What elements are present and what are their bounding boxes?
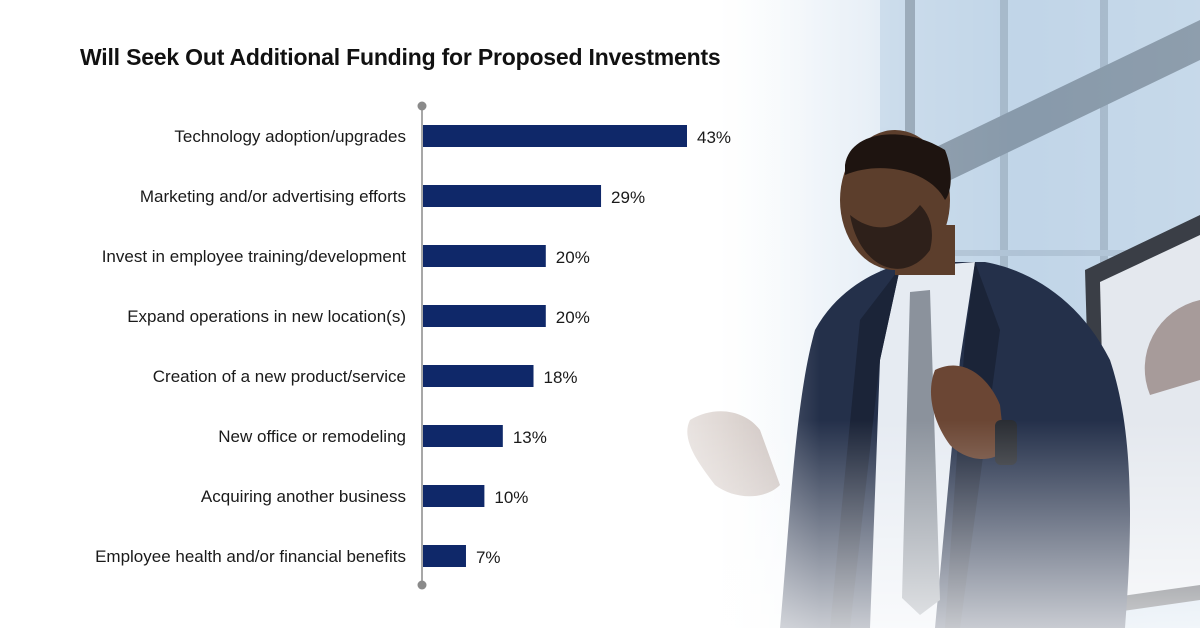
value-label: 43% — [697, 128, 731, 147]
value-label: 7% — [476, 548, 501, 567]
bar-chart: Technology adoption/upgrades 43% Marketing… — [95, 101, 731, 590]
value-label: 18% — [544, 368, 578, 387]
bar — [423, 485, 485, 507]
axis-cap-top — [417, 101, 427, 111]
category-label: Acquiring another business — [201, 487, 406, 506]
category-label: Employee health and/or financial benefit… — [95, 547, 406, 566]
bar — [423, 545, 466, 567]
category-label: Invest in employee training/development — [102, 247, 407, 266]
category-label: Expand operations in new location(s) — [127, 307, 406, 326]
value-label: 20% — [556, 248, 590, 267]
bar — [423, 185, 602, 207]
chart-title: Will Seek Out Additional Funding for Pro… — [80, 44, 721, 70]
category-label: New office or remodeling — [218, 427, 406, 446]
value-label: 13% — [513, 428, 547, 447]
category-label: Marketing and/or advertising efforts — [140, 187, 406, 206]
bar — [423, 425, 503, 447]
value-label: 10% — [494, 488, 528, 507]
value-label: 20% — [556, 308, 590, 327]
category-label: Technology adoption/upgrades — [174, 127, 406, 146]
bar — [423, 365, 534, 387]
bar — [423, 305, 546, 327]
axis-cap-bottom — [417, 580, 427, 590]
category-label: Creation of a new product/service — [153, 367, 406, 386]
bar — [423, 125, 687, 147]
bar — [423, 245, 546, 267]
value-label: 29% — [611, 188, 645, 207]
